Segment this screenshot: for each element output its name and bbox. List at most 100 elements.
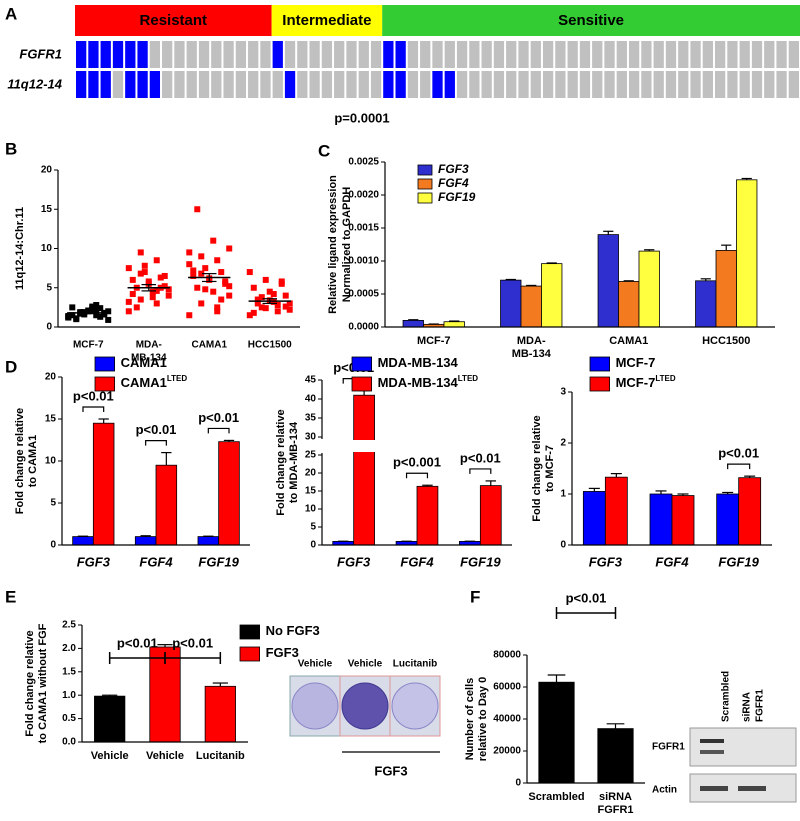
cell bbox=[162, 41, 173, 68]
significance-bracket bbox=[555, 607, 617, 619]
point bbox=[270, 291, 277, 298]
legend-swatch bbox=[94, 376, 116, 392]
cell bbox=[346, 41, 357, 68]
error-bar bbox=[623, 280, 634, 282]
y-tick-label: 10 bbox=[45, 456, 57, 467]
error-bar bbox=[223, 439, 235, 442]
cell bbox=[714, 41, 726, 68]
cell bbox=[383, 41, 394, 68]
cell bbox=[567, 71, 578, 98]
y-tick-label: 2.0 bbox=[62, 643, 76, 654]
legend-swatch bbox=[239, 624, 261, 640]
significance-bracket bbox=[145, 440, 167, 446]
y-tick-label: 40000 bbox=[493, 714, 521, 725]
point bbox=[226, 292, 233, 299]
point bbox=[210, 288, 217, 295]
cell bbox=[444, 71, 455, 98]
group-label: Sensitive bbox=[558, 12, 624, 29]
legend-swatch bbox=[351, 376, 373, 392]
point bbox=[202, 265, 209, 272]
panel-label: A bbox=[5, 4, 17, 23]
y-tick-label: 0.0 bbox=[62, 737, 76, 748]
error-bar bbox=[201, 273, 217, 278]
cell bbox=[764, 41, 775, 68]
point bbox=[226, 245, 233, 252]
cell bbox=[334, 41, 345, 68]
error-bar bbox=[157, 644, 173, 647]
legend-label: CAMA1LTED bbox=[121, 374, 188, 390]
cell bbox=[211, 41, 222, 68]
point bbox=[250, 284, 257, 291]
cell bbox=[112, 41, 124, 68]
cell bbox=[776, 71, 787, 98]
cell bbox=[604, 71, 615, 98]
y-axis-label: 11q12-14:Chr.11 bbox=[14, 207, 26, 290]
legend-label: CAMA1 bbox=[121, 355, 167, 370]
cell bbox=[125, 41, 136, 68]
cell bbox=[162, 71, 173, 98]
point bbox=[214, 257, 221, 264]
point bbox=[137, 296, 144, 303]
point bbox=[105, 308, 112, 315]
point bbox=[141, 269, 148, 276]
cell bbox=[690, 71, 701, 98]
p-value: p<0.01 bbox=[460, 450, 501, 465]
cell bbox=[370, 41, 382, 68]
cell bbox=[235, 71, 247, 98]
cell bbox=[493, 71, 505, 98]
y-tick-label: 35 bbox=[305, 413, 317, 424]
point bbox=[210, 237, 217, 244]
legend-label: MCF-7LTED bbox=[616, 374, 676, 390]
point bbox=[246, 269, 253, 276]
legend-name: MDA-MB-134 bbox=[378, 375, 459, 390]
cell bbox=[309, 71, 320, 98]
error-bar bbox=[201, 277, 217, 283]
legend-name: CAMA1 bbox=[121, 375, 167, 390]
point bbox=[69, 304, 76, 311]
cell bbox=[420, 41, 431, 68]
significance-bracket bbox=[82, 406, 105, 412]
error-bar bbox=[610, 473, 622, 478]
point bbox=[282, 303, 289, 310]
group-label: Resistant bbox=[140, 12, 208, 29]
cell bbox=[260, 71, 271, 98]
cell bbox=[370, 71, 382, 98]
bar bbox=[582, 491, 606, 546]
well bbox=[341, 682, 389, 730]
panel-label: C bbox=[318, 141, 330, 160]
point bbox=[133, 304, 140, 311]
legend-label: MCF-7 bbox=[616, 355, 656, 370]
y-axis-label: to MDA-MB-134 bbox=[288, 421, 300, 503]
point bbox=[165, 286, 172, 293]
error-bar bbox=[141, 287, 157, 292]
bar bbox=[638, 250, 660, 328]
x-tick-label: FGF3 bbox=[589, 554, 623, 569]
y-axis-label: to CAMA1 without FGF bbox=[37, 623, 49, 743]
point bbox=[85, 308, 92, 315]
y-tick-label: 2 bbox=[560, 438, 566, 449]
p-value: p<0.01 bbox=[117, 635, 158, 650]
cell bbox=[334, 71, 345, 98]
x-tick-label: HCC1500 bbox=[702, 335, 750, 347]
y-tick-label: 2.5 bbox=[62, 620, 76, 631]
cell bbox=[100, 41, 111, 68]
point bbox=[93, 302, 100, 309]
bar bbox=[197, 536, 220, 546]
cell bbox=[481, 71, 492, 98]
bar bbox=[618, 281, 640, 328]
y-tick-label: 5 bbox=[310, 522, 316, 533]
point bbox=[274, 302, 281, 309]
well-label: Vehicle bbox=[348, 659, 383, 670]
cell bbox=[198, 71, 210, 98]
significance-bracket bbox=[207, 427, 230, 434]
cell bbox=[542, 71, 554, 98]
legend-name: MDA-MB-134 bbox=[378, 355, 459, 370]
point bbox=[278, 278, 285, 285]
blot-row-label: FGFR1 bbox=[652, 742, 685, 753]
bar bbox=[92, 422, 115, 546]
bar bbox=[538, 681, 575, 784]
y-tick-label: 25 bbox=[305, 450, 317, 461]
bar bbox=[604, 476, 628, 546]
y-tick-label: 1.0 bbox=[62, 690, 76, 701]
